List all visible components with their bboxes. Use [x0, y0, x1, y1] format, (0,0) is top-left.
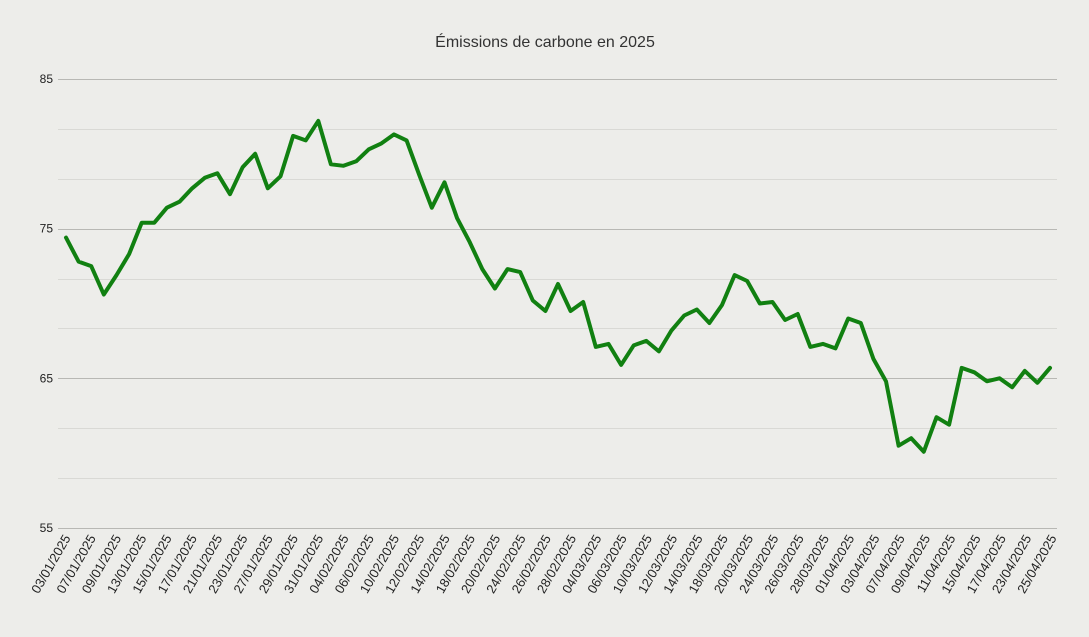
chart-title: Émissions de carbone en 2025: [435, 32, 655, 51]
y-tick-label: 55: [40, 521, 54, 535]
series-line-emissions: [64, 118, 1052, 454]
grid-lines: [58, 79, 1057, 529]
series-layer: [64, 118, 1052, 454]
y-tick-label: 65: [40, 371, 54, 385]
y-axis-ticks: 55 65 75 85: [40, 72, 54, 535]
y-tick-label: 75: [40, 222, 54, 236]
x-axis-ticks: 03/01/202507/01/202509/01/202513/01/2025…: [28, 532, 1060, 596]
y-tick-label: 85: [40, 72, 54, 86]
